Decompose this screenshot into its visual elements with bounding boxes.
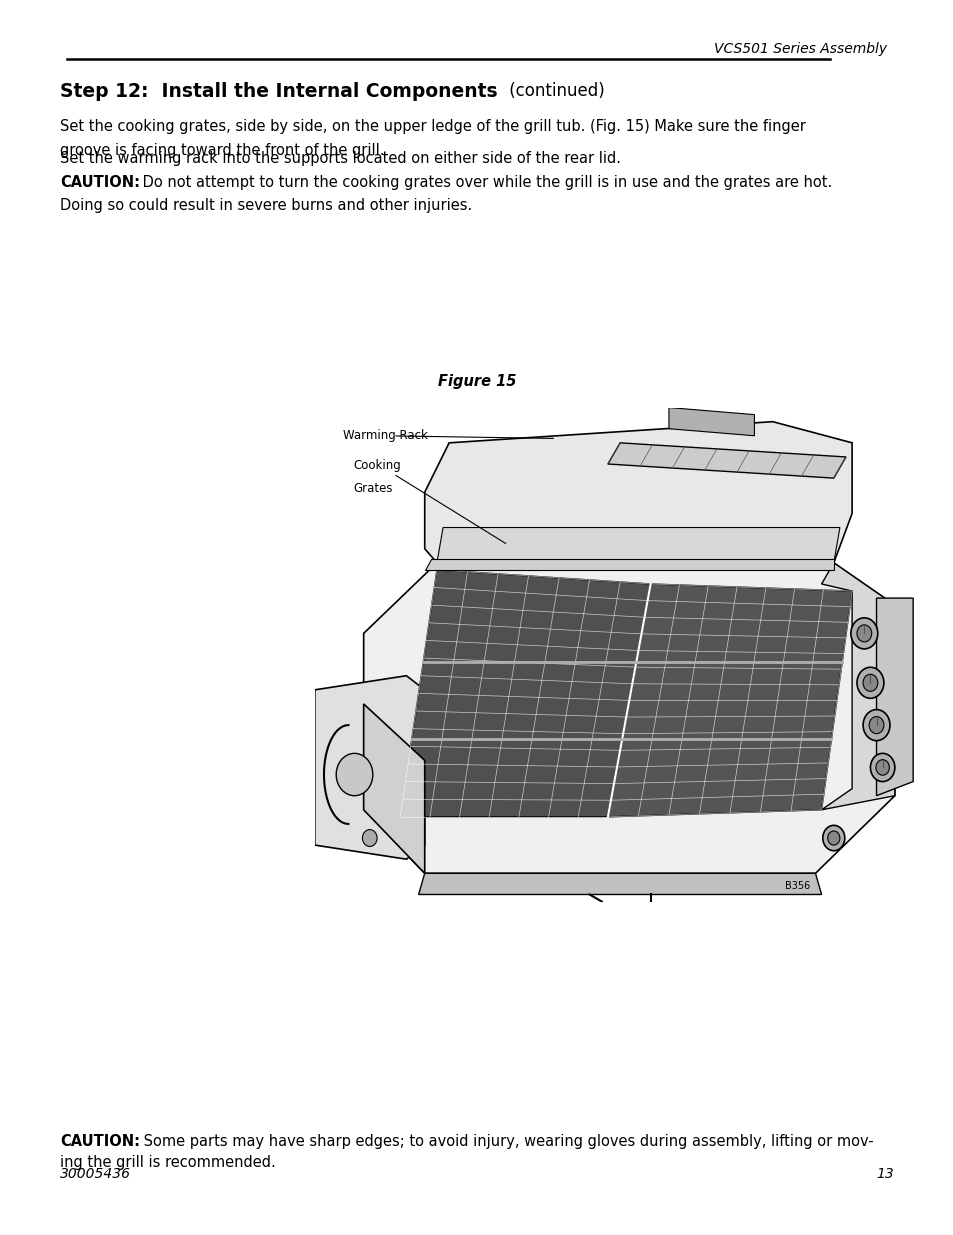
Circle shape	[875, 760, 888, 776]
Polygon shape	[363, 563, 894, 873]
Circle shape	[862, 710, 889, 741]
Text: CAUTION:: CAUTION:	[60, 175, 140, 190]
Circle shape	[869, 753, 894, 782]
Polygon shape	[424, 559, 833, 569]
Circle shape	[868, 716, 883, 734]
Text: Set the cooking grates, side by side, on the upper ledge of the grill tub. (Fig.: Set the cooking grates, side by side, on…	[60, 119, 805, 133]
Text: Do not attempt to turn the cooking grates over while the grill is in use and the: Do not attempt to turn the cooking grate…	[138, 175, 832, 190]
Text: Figure 15: Figure 15	[437, 374, 516, 389]
Polygon shape	[314, 676, 424, 860]
Text: Warming Rack: Warming Rack	[343, 430, 428, 442]
Text: ing the grill is recommended.: ing the grill is recommended.	[60, 1155, 275, 1170]
Polygon shape	[821, 563, 894, 810]
Polygon shape	[363, 704, 424, 873]
Text: B356: B356	[783, 881, 809, 890]
Text: Step 12:  Install the Internal Components: Step 12: Install the Internal Components	[60, 82, 497, 100]
Circle shape	[821, 825, 844, 851]
Text: groove is facing toward the front of the grill.: groove is facing toward the front of the…	[60, 143, 384, 158]
Polygon shape	[400, 569, 650, 816]
Circle shape	[850, 618, 877, 648]
Text: Some parts may have sharp edges; to avoid injury, wearing gloves during assembly: Some parts may have sharp edges; to avoi…	[139, 1134, 873, 1149]
Text: Doing so could result in severe burns and other injuries.: Doing so could result in severe burns an…	[60, 198, 472, 212]
Circle shape	[335, 753, 373, 795]
Text: Set the warming rack into the supports located on either side of the rear lid.: Set the warming rack into the supports l…	[60, 151, 620, 165]
Text: Cooking: Cooking	[353, 459, 400, 473]
Text: VCS501 Series Assembly: VCS501 Series Assembly	[714, 42, 886, 56]
Polygon shape	[668, 408, 754, 436]
Polygon shape	[436, 527, 839, 563]
Circle shape	[862, 674, 877, 692]
Circle shape	[827, 831, 839, 845]
Polygon shape	[418, 873, 821, 894]
Polygon shape	[607, 584, 851, 816]
Text: (continued): (continued)	[503, 82, 604, 100]
Text: Grates: Grates	[353, 482, 392, 495]
Circle shape	[362, 830, 376, 846]
Polygon shape	[876, 598, 912, 795]
Circle shape	[856, 625, 871, 642]
Text: 30005436: 30005436	[60, 1167, 131, 1181]
Text: CAUTION:: CAUTION:	[60, 1134, 140, 1149]
Text: 13: 13	[875, 1167, 893, 1181]
Circle shape	[856, 667, 882, 698]
Polygon shape	[424, 421, 851, 563]
Polygon shape	[607, 443, 845, 478]
